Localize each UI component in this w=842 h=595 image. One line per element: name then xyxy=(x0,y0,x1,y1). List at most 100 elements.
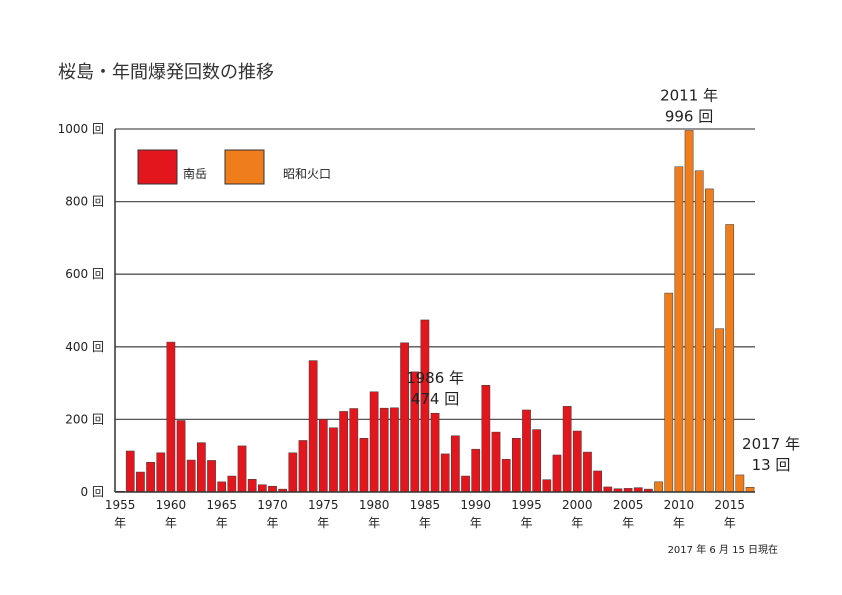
bar-minamidake-1958 xyxy=(146,461,155,493)
annotations: 1986 年 474 回 2011 年 996 回 2017 年 13 回 xyxy=(406,86,800,474)
legend: 南岳 昭和火口 xyxy=(137,149,331,185)
bar-minamidake-1976 xyxy=(329,427,338,493)
bar-minamidake-1975 xyxy=(318,419,328,493)
bar-minamidake-2002 xyxy=(593,470,602,493)
bar-minamidake-1979 xyxy=(359,438,369,493)
bar-minamidake-1988 xyxy=(451,435,460,493)
bar-showa-2010 xyxy=(674,166,684,493)
legend-label-showa-crater: 昭和火口 xyxy=(283,167,331,181)
x-tick-label: 1990 xyxy=(460,498,491,512)
bar-minamidake-1959 xyxy=(156,452,166,493)
x-tick-label: 2015 xyxy=(714,498,745,512)
x-tick-label-suffix: 年 xyxy=(622,516,634,530)
x-tick-label-suffix: 年 xyxy=(470,516,482,530)
bar-minamidake-1969 xyxy=(257,484,267,493)
bar-minamidake-1992 xyxy=(491,431,501,493)
bar-minamidake-1962 xyxy=(186,459,196,493)
x-tick-label-suffix: 年 xyxy=(571,516,583,530)
bar-minamidake-1989 xyxy=(461,475,470,493)
bar-minamidake-1974 xyxy=(308,360,318,493)
x-tick-label: 2005 xyxy=(613,498,644,512)
bars xyxy=(115,130,755,493)
bar-showa-2015 xyxy=(725,224,735,493)
bar-minamidake-1996 xyxy=(532,429,542,493)
x-tick-label-suffix: 年 xyxy=(419,516,431,530)
legend-swatch-minamidake xyxy=(137,149,178,185)
bar-minamidake-1987 xyxy=(440,453,450,493)
x-tick-label-suffix: 年 xyxy=(673,516,685,530)
x-tick-label-suffix: 年 xyxy=(724,516,736,530)
bar-minamidake-1994 xyxy=(511,438,521,493)
axes xyxy=(114,129,755,493)
bar-minamidake-2001 xyxy=(583,451,592,493)
bar-minamidake-1960 xyxy=(166,341,176,493)
x-tick-label: 1970 xyxy=(257,498,288,512)
bar-minamidake-1980 xyxy=(369,391,379,493)
bar-minamidake-1995 xyxy=(522,409,531,493)
y-tick-label: 400 回 xyxy=(65,340,104,354)
bar-minamidake-1961 xyxy=(176,420,186,493)
x-tick-label-suffix: 年 xyxy=(520,516,532,530)
x-tick-label: 1985 xyxy=(410,498,441,512)
bar-minamidake-1963 xyxy=(197,442,206,493)
x-axis-labels: 1955 年 1960 年 1965 年 1970 年 1975 年 1980 年 1985 年 1990 年… xyxy=(105,498,745,530)
bar-minamidake-1967 xyxy=(237,445,247,493)
y-tick-label: 0 回 xyxy=(81,485,104,499)
annotation-count-1986: 474 回 xyxy=(411,390,459,408)
bar-minamidake-1997 xyxy=(542,479,552,493)
bar-minamidake-1981 xyxy=(379,407,389,493)
x-tick-label-suffix: 年 xyxy=(317,516,329,530)
bar-minamidake-2003 xyxy=(603,486,613,493)
bar-minamidake-1983 xyxy=(400,342,409,493)
bar-minamidake-1990 xyxy=(471,448,481,493)
annotation-year-2011: 2011 年 xyxy=(660,86,718,104)
x-tick-label: 1995 xyxy=(511,498,542,512)
bar-showa-2014 xyxy=(715,328,724,493)
bar-showa-2008 xyxy=(654,481,663,493)
x-tick-label: 1980 xyxy=(359,498,390,512)
annotation-year-1986: 1986 年 xyxy=(406,369,464,387)
bar-showa-2011 xyxy=(684,130,694,493)
chart-title: 桜島・年間爆発回数の推移 xyxy=(58,62,274,83)
y-tick-label: 600 回 xyxy=(65,267,104,281)
bar-minamidake-1965 xyxy=(217,481,227,493)
legend-label-minamidake: 南岳 xyxy=(183,166,207,181)
legend-swatch-showa-crater xyxy=(224,149,265,185)
bar-minamidake-1964 xyxy=(207,460,216,493)
bar-minamidake-1968 xyxy=(247,479,257,493)
y-axis-labels: 0 回 200 回 400 回 600 回 800 回 1000 回 xyxy=(58,122,104,499)
bar-minamidake-1986 xyxy=(430,412,440,493)
bar-minamidake-1998 xyxy=(552,454,562,493)
bar-minamidake-1991 xyxy=(481,385,491,493)
bar-minamidake-1956 xyxy=(125,450,135,493)
bar-minamidake-1977 xyxy=(339,411,348,493)
bar-minamidake-1999 xyxy=(562,406,572,493)
bar-minamidake-1970 xyxy=(268,485,277,493)
bar-showa-2012 xyxy=(694,170,704,493)
bar-minamidake-1993 xyxy=(501,459,511,493)
as-of-date-note: 2017 年 6 月 15 日現在 xyxy=(668,543,778,556)
bar-minamidake-1957 xyxy=(136,471,145,493)
x-tick-label-suffix: 年 xyxy=(368,516,380,530)
x-tick-label-suffix: 年 xyxy=(216,516,228,530)
y-tick-label: 800 回 xyxy=(65,195,104,209)
bar-showa-2009 xyxy=(664,292,674,493)
x-tick-label: 1955 xyxy=(105,498,136,512)
bar-showa-2016 xyxy=(735,474,745,493)
annotation-count-2017: 13 回 xyxy=(752,456,791,474)
x-tick-label: 1975 xyxy=(308,498,339,512)
x-tick-label-suffix: 年 xyxy=(165,516,177,530)
bar-showa-2013 xyxy=(705,188,714,493)
x-tick-label: 1960 xyxy=(156,498,187,512)
bar-minamidake-1973 xyxy=(298,440,308,493)
x-tick-label: 1965 xyxy=(206,498,237,512)
x-tick-label-suffix: 年 xyxy=(114,516,126,530)
bar-minamidake-1966 xyxy=(227,475,237,493)
bar-minamidake-1972 xyxy=(288,452,298,493)
bar-minamidake-2000 xyxy=(572,430,582,493)
bar-minamidake-1978 xyxy=(349,408,359,493)
bar-minamidake-1982 xyxy=(390,407,399,493)
x-tick-label-suffix: 年 xyxy=(266,516,278,530)
annotation-count-2011: 996 回 xyxy=(665,107,713,125)
